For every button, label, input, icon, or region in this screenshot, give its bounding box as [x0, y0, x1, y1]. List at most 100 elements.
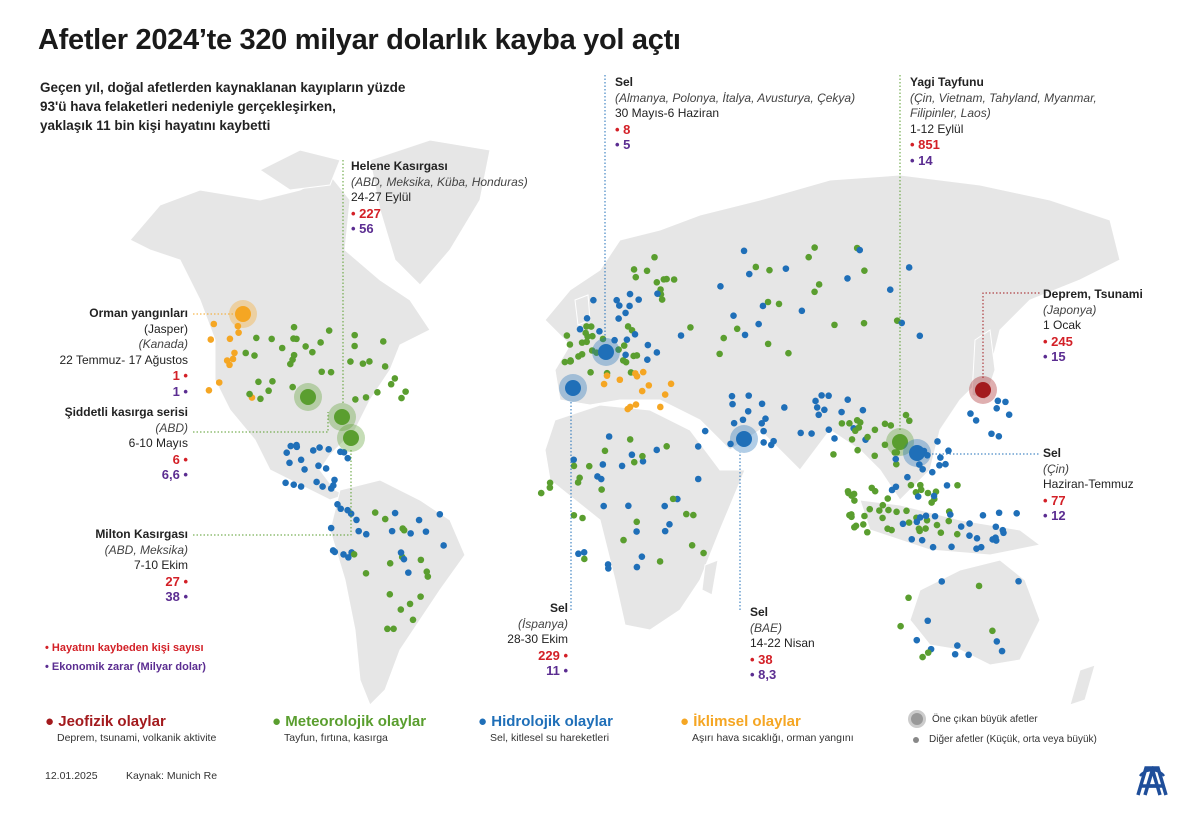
disaster-dot — [830, 451, 837, 458]
disaster-dot — [587, 323, 595, 330]
disaster-dot — [683, 510, 690, 518]
intro-line: yaklaşık 11 bin kişi hayatını kaybetti — [40, 118, 271, 133]
event-china-flood: Sel (Çin) Haziran-Temmuz • 77 • 12 — [1043, 446, 1134, 524]
disaster-dot — [633, 352, 641, 359]
disaster-dot — [979, 512, 987, 519]
event-name: Sel — [615, 75, 634, 89]
disaster-dot — [759, 302, 767, 310]
disaster-dot — [977, 543, 985, 551]
disaster-dot — [861, 512, 868, 520]
disaster-dot — [897, 622, 904, 630]
disaster-dot — [856, 246, 864, 254]
disaster-dot — [945, 517, 953, 525]
event-helene: Helene Kasırgası (ABD, Meksika, Küba, Ho… — [351, 159, 528, 237]
disaster-dot — [600, 380, 608, 388]
disaster-dot — [644, 356, 651, 363]
disaster-dot — [287, 442, 295, 450]
disaster-dot — [351, 331, 358, 339]
major-disaster-uae — [736, 431, 752, 447]
disaster-dot — [989, 536, 996, 543]
disaster-dot — [928, 468, 936, 476]
disaster-dot — [638, 553, 646, 560]
disaster-dot — [397, 549, 405, 556]
disaster-dot — [916, 461, 923, 468]
disaster-dot — [223, 357, 231, 364]
disaster-dot — [599, 335, 607, 343]
disaster-dot — [436, 510, 444, 518]
disaster-dot — [745, 270, 753, 278]
disaster-dot — [694, 443, 702, 450]
disaster-dot — [848, 436, 856, 443]
event-date: 22 Temmuz- 17 Ağustos — [59, 352, 188, 367]
disaster-dot — [844, 396, 852, 403]
event-uae-flood: Sel (BAE) 14-22 Nisan • 38 • 8,3 — [750, 605, 815, 683]
major-disaster-jasper — [235, 306, 251, 322]
legend-sub: Aşırı hava sıcaklığı, orman yangını — [692, 732, 854, 744]
disaster-dot — [775, 300, 783, 308]
disaster-dot — [879, 501, 887, 509]
disaster-dot — [998, 647, 1006, 655]
disaster-dot — [663, 442, 670, 450]
dot-icon: ● — [272, 713, 282, 730]
dot-icon: ● — [478, 713, 488, 730]
major-disaster-spain — [565, 380, 581, 396]
disaster-dot — [384, 625, 391, 633]
event-loss: • 14 — [910, 152, 933, 168]
disaster-dot — [643, 267, 651, 275]
disaster-dot — [919, 653, 926, 661]
disaster-dot — [635, 296, 642, 303]
disaster-dot — [622, 351, 629, 359]
disaster-dot — [690, 511, 697, 519]
disaster-dot — [808, 430, 815, 437]
disaster-dot — [605, 565, 612, 572]
disaster-dot — [639, 368, 647, 376]
disaster-dot — [578, 350, 586, 358]
disaster-dot — [914, 493, 922, 500]
disaster-dot — [844, 275, 851, 282]
disaster-dot — [622, 358, 630, 366]
key-deaths-label: Hayatını kaybeden kişi sayısı — [51, 642, 204, 654]
disaster-dot — [628, 451, 636, 459]
page-title: Afetler 2024’te 320 milyar dolarlık kayb… — [38, 24, 681, 56]
australia — [909, 559, 1041, 666]
disaster-dot — [319, 483, 326, 490]
disaster-dot — [764, 340, 772, 348]
disaster-dot — [904, 473, 911, 481]
event-loss: • 12 — [1043, 508, 1066, 523]
event-date: Haziran-Temmuz — [1043, 477, 1134, 491]
disaster-dot — [943, 482, 951, 489]
disaster-dot — [334, 501, 341, 508]
disaster-dot — [268, 335, 275, 343]
disaster-dot — [269, 378, 276, 385]
disaster-dot — [316, 444, 323, 451]
disaster-dot — [701, 427, 709, 435]
disaster-dot — [546, 479, 554, 487]
disaster-dot — [283, 449, 291, 457]
legend-title: İklimsel olaylar — [693, 713, 801, 730]
disaster-dot — [838, 420, 846, 427]
disaster-dots — [205, 244, 1022, 661]
disaster-dot — [905, 519, 913, 526]
disaster-dot — [728, 392, 736, 400]
disaster-dot — [924, 649, 932, 656]
event-spain-flood: Sel (İspanya) 28-30 Ekim 229 • 11 • — [507, 601, 568, 679]
disaster-dot — [861, 267, 868, 274]
disaster-dot — [658, 296, 666, 303]
disaster-dot — [566, 341, 574, 348]
disaster-dot — [892, 455, 900, 463]
disaster-dot — [278, 344, 286, 352]
callout-japan — [982, 292, 1040, 378]
disaster-dot — [798, 307, 806, 315]
disaster-dot — [253, 334, 260, 342]
disaster-dot — [265, 387, 272, 395]
disaster-dot — [330, 482, 337, 489]
disaster-dot — [616, 376, 624, 384]
disaster-dot — [876, 507, 883, 514]
disaster-dot — [989, 627, 996, 635]
event-name: Sel — [549, 601, 568, 615]
disaster-dot — [852, 522, 860, 530]
event-name: Yagi Tayfunu — [910, 75, 984, 89]
disaster-dot — [257, 395, 264, 403]
disaster-dot — [928, 499, 935, 506]
